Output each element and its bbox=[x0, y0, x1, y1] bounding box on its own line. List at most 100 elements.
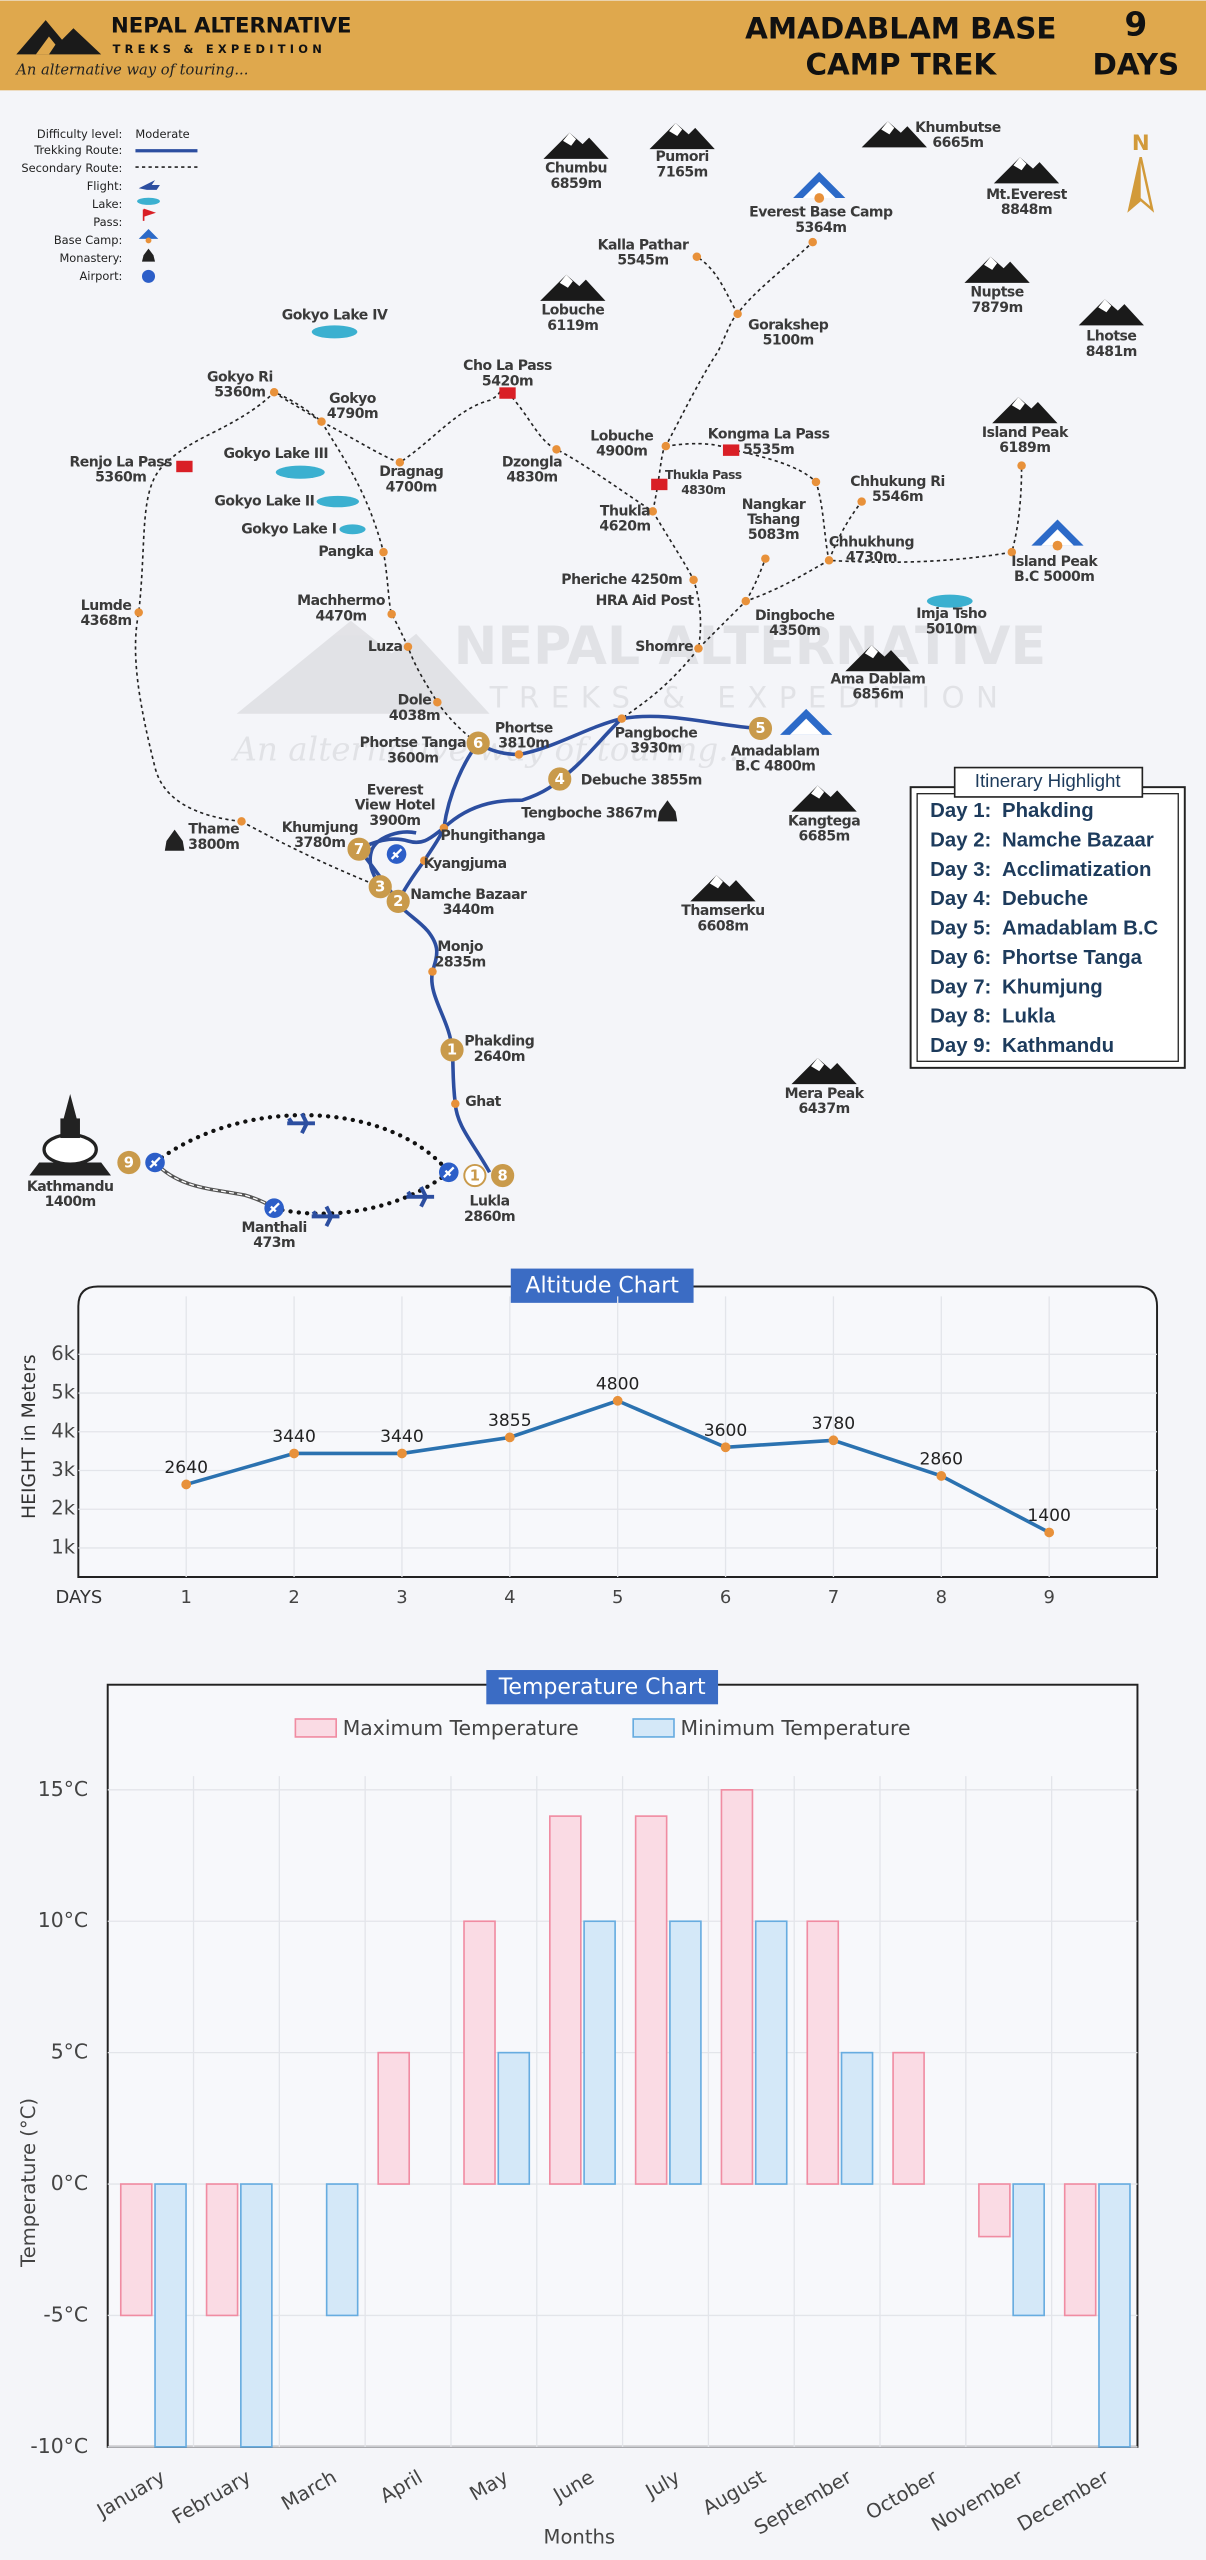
waypoint bbox=[514, 750, 524, 759]
place-label: Renjo La Pass bbox=[69, 454, 172, 470]
place-label: Pumori bbox=[656, 149, 709, 165]
place-label: Lobuche bbox=[590, 428, 653, 444]
place-label: 3800m bbox=[188, 837, 239, 853]
y-tick-label: 4k bbox=[51, 1419, 75, 1442]
y-tick-label: 3k bbox=[51, 1458, 75, 1481]
day-marker bbox=[491, 1163, 515, 1188]
place-label: Kangtega bbox=[788, 813, 860, 829]
days-count: 9 bbox=[1124, 6, 1147, 44]
day-marker bbox=[386, 889, 410, 913]
place-label: 6189m bbox=[999, 440, 1050, 456]
waypoint bbox=[134, 608, 143, 617]
waypoint bbox=[692, 252, 702, 262]
place-label: 5420m bbox=[482, 373, 533, 389]
bar bbox=[634, 1815, 668, 2185]
place-label: Lukla bbox=[470, 1194, 510, 1210]
waypoint bbox=[395, 458, 405, 467]
place-label: 8481m bbox=[1086, 344, 1137, 360]
place-label: 473m bbox=[253, 1235, 295, 1251]
legend-label: Maximum Temperature bbox=[343, 1716, 579, 1740]
place-label: 4038m bbox=[389, 708, 440, 724]
mountain-icon bbox=[791, 1058, 857, 1085]
place-label: Thukla Pass bbox=[665, 468, 742, 482]
place-label: Kongma La Pass bbox=[708, 427, 830, 443]
point bbox=[289, 1448, 299, 1459]
value-label: 3780 bbox=[812, 1414, 856, 1434]
compass: N bbox=[1127, 131, 1155, 213]
place-label: Machhermo bbox=[297, 593, 386, 609]
x-axis-label: DAYS bbox=[55, 1587, 102, 1608]
x-tick-label: 1 bbox=[180, 1587, 191, 1608]
point bbox=[504, 1432, 515, 1443]
place-label: Thame bbox=[188, 822, 239, 838]
mountain-snow bbox=[1011, 397, 1025, 411]
place-label: B.C 5000m bbox=[1014, 569, 1094, 585]
day-marker bbox=[368, 875, 392, 899]
bar bbox=[377, 2051, 411, 2185]
title-line: AMADABLAM BASE bbox=[745, 11, 1056, 45]
altitude-chart-frame: Altitude Chart HEIGHT in Meters DAYS bbox=[19, 1268, 1159, 1608]
airport-plane bbox=[443, 1166, 455, 1178]
place-label: Mera Peak bbox=[785, 1086, 865, 1102]
plane-icon bbox=[287, 1112, 315, 1135]
place-label: Phungithanga bbox=[440, 828, 545, 844]
day-marker-label: 1 bbox=[447, 1042, 457, 1059]
itinerary-place: Khumjung bbox=[1002, 976, 1103, 998]
x-axis-label: Months bbox=[544, 2526, 616, 2549]
place-label: Monjo bbox=[437, 939, 483, 955]
value-label: 2860 bbox=[920, 1450, 964, 1470]
place-label: Phakding bbox=[464, 1034, 534, 1050]
legend-value: Moderate bbox=[135, 127, 189, 141]
itinerary-place: Lukla bbox=[1002, 1006, 1056, 1028]
mountain-icon bbox=[543, 132, 609, 159]
itinerary-day: Day 4: bbox=[930, 888, 991, 910]
bar bbox=[325, 2183, 359, 2317]
chart-title: Altitude Chart bbox=[525, 1274, 679, 1299]
place-label: Thukla bbox=[600, 503, 650, 519]
place-label: Phortse bbox=[495, 720, 553, 736]
waypoint bbox=[824, 556, 834, 565]
mountain-snow bbox=[559, 274, 573, 288]
place-label: 2640m bbox=[474, 1049, 525, 1065]
waypoint bbox=[403, 642, 413, 652]
waypoint bbox=[269, 387, 279, 397]
place-label: Lumde bbox=[81, 598, 132, 614]
itinerary-day: Day 9: bbox=[930, 1035, 991, 1057]
logo bbox=[16, 20, 102, 55]
itinerary-day: Day 8: bbox=[930, 1006, 991, 1028]
brand-sub: TREKS & EXPEDITION bbox=[113, 42, 326, 56]
place-label: 5100m bbox=[763, 332, 814, 348]
waypoint bbox=[387, 609, 396, 619]
place-label: Ama Dablam bbox=[831, 671, 926, 687]
itinerary-title: Itinerary Highlight bbox=[975, 770, 1122, 791]
legend-label: Monastery: bbox=[59, 251, 122, 265]
place-label: 6665m bbox=[932, 135, 983, 151]
place-label: Chhukhung bbox=[829, 534, 914, 550]
day-marker-label: 7 bbox=[354, 841, 364, 858]
place-label: B.C 4800m bbox=[735, 758, 815, 774]
place-label: Khumbutse bbox=[915, 120, 1001, 136]
place-label: Cho La Pass bbox=[463, 358, 552, 374]
stupa bbox=[29, 1093, 111, 1176]
place-label: 5364m bbox=[795, 220, 846, 236]
waypoint bbox=[661, 441, 671, 451]
y-tick-label: -5°C bbox=[43, 2302, 88, 2326]
x-tick-label: 9 bbox=[1043, 1587, 1054, 1608]
y-tick-label: 0°C bbox=[51, 2171, 88, 2195]
mountain-icon bbox=[845, 645, 911, 672]
place-label: Namche Bazaar bbox=[410, 887, 527, 903]
legend-label: Minimum Temperature bbox=[681, 1716, 911, 1740]
place-label: Island Peak bbox=[1011, 554, 1098, 570]
mountain-icon bbox=[649, 122, 715, 150]
place-label: 6856m bbox=[852, 687, 903, 703]
place-label: Shomre bbox=[635, 639, 693, 655]
place-label: 1400m bbox=[45, 1194, 96, 1210]
map-legend: Difficulty level: Moderate bbox=[37, 127, 198, 283]
waypoint bbox=[808, 237, 817, 247]
place-label: Dole bbox=[398, 693, 432, 709]
bar bbox=[892, 2051, 925, 2185]
place-label: 3440m bbox=[443, 902, 494, 918]
day-marker-label: 4 bbox=[555, 771, 565, 788]
legend-label: Difficulty level: bbox=[37, 127, 122, 141]
bar bbox=[119, 2183, 153, 2317]
